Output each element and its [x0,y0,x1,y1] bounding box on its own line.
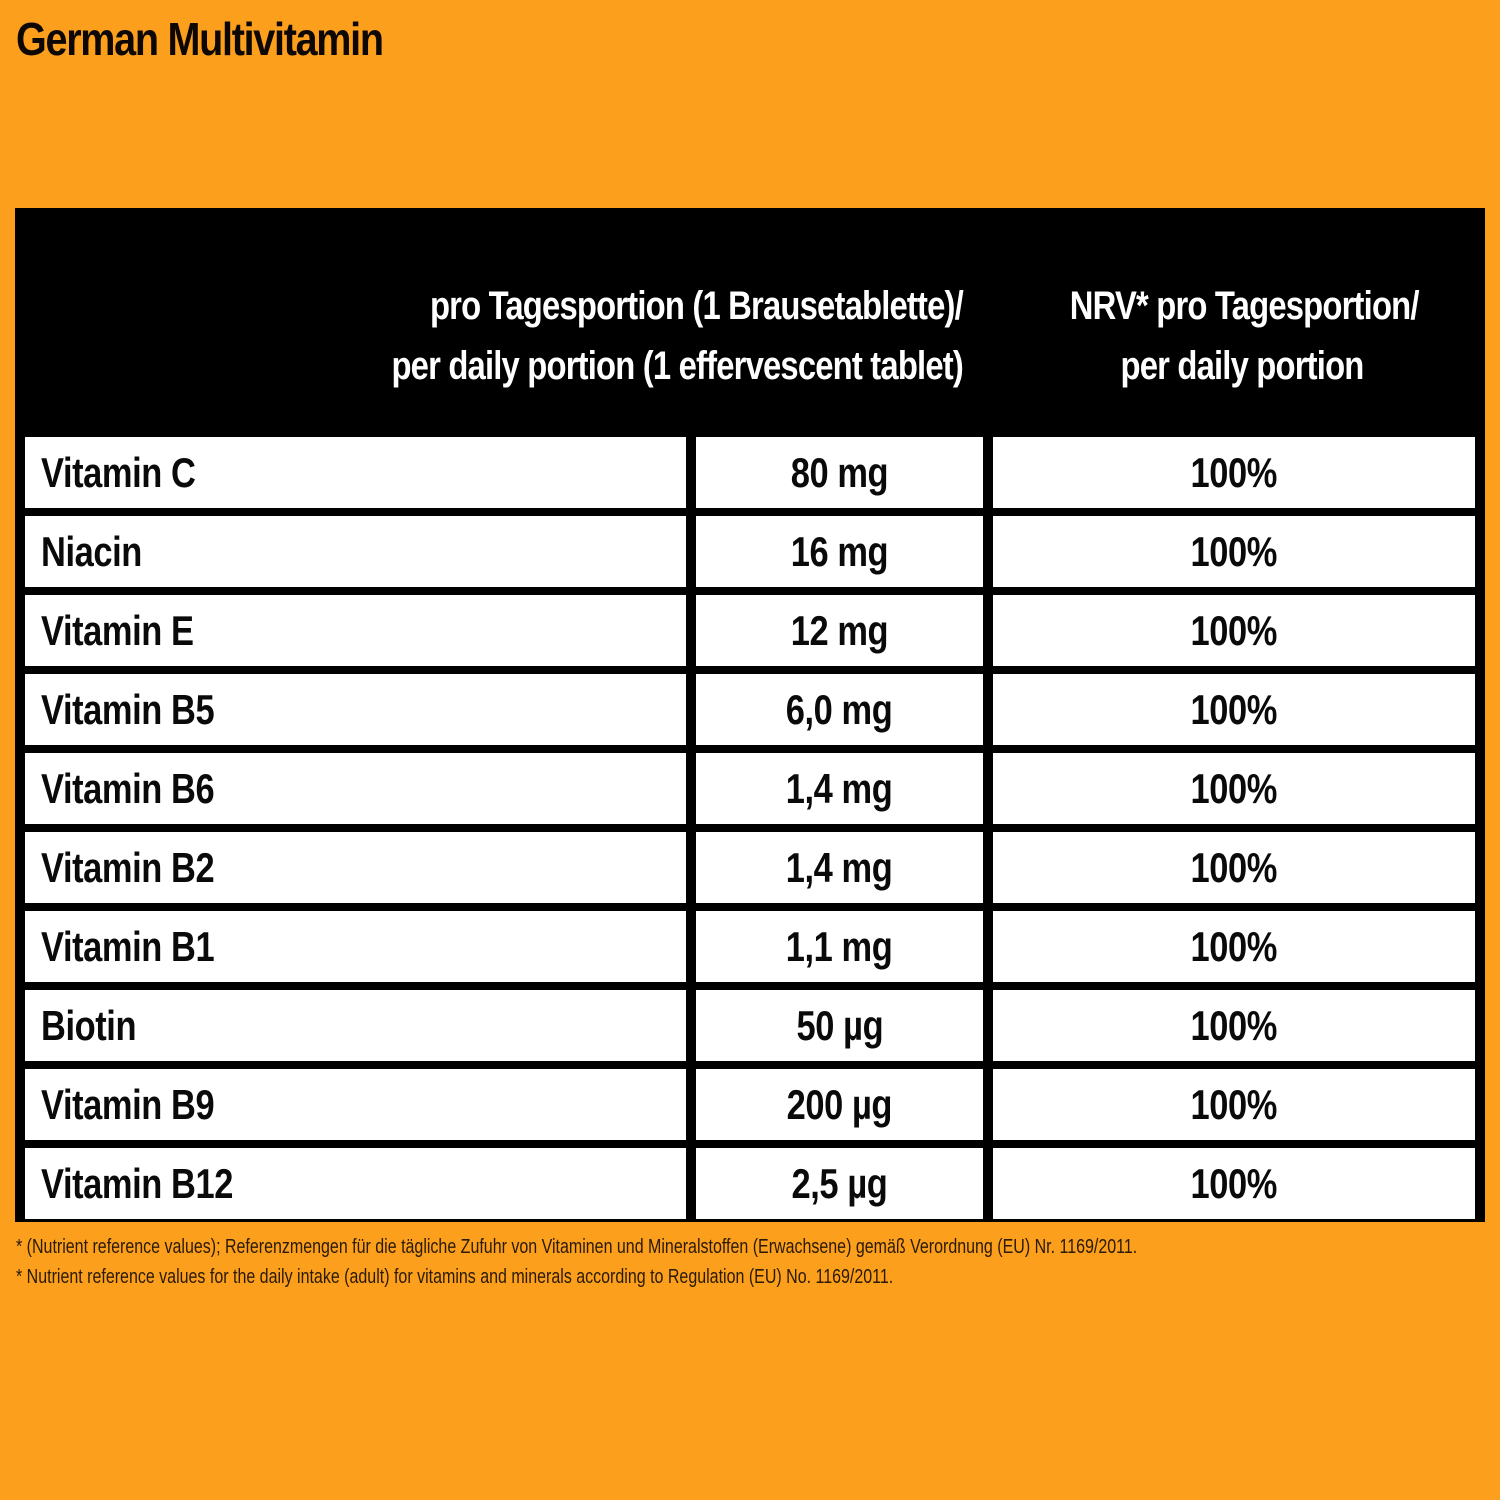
amount-value: 16 mg [790,527,889,575]
nutrient-name: Vitamin B6 [41,764,215,812]
amount-cell: 16 mg [696,516,983,587]
nutrient-name: Vitamin C [41,448,196,496]
amount-value: 80 mg [790,448,889,496]
header-amount-line2: per daily portion (1 effervescent tablet… [391,344,963,388]
amount-value: 1,4 mg [786,843,893,891]
amount-value: 2,5 µg [791,1159,888,1207]
nutrient-cell: Vitamin B5 [25,674,686,745]
nutrient-name: Vitamin E [41,606,194,654]
table-header: pro Tagesportion (1 Brausetablette)/ per… [15,208,1485,436]
nrv-cell: 100% [993,990,1475,1061]
amount-cell: 1,4 mg [696,753,983,824]
amount-value: 50 µg [796,1001,883,1049]
amount-cell: 200 µg [696,1069,983,1140]
amount-value: 200 µg [786,1080,893,1128]
amount-cell: 80 mg [696,437,983,508]
amount-cell: 6,0 mg [696,674,983,745]
nrv-cell: 100% [993,832,1475,903]
nutrient-cell: Vitamin B6 [25,753,686,824]
amount-cell: 1,1 mg [696,911,983,982]
amount-value: 1,1 mg [786,922,893,970]
nrv-cell: 100% [993,753,1475,824]
amount-cell: 2,5 µg [696,1148,983,1219]
nrv-value: 100% [1190,1080,1278,1128]
nutrient-cell: Vitamin B2 [25,832,686,903]
nrv-cell: 100% [993,911,1475,982]
nrv-value: 100% [1190,448,1278,496]
nrv-cell: 100% [993,595,1475,666]
nrv-value: 100% [1190,606,1278,654]
nutrient-name: Vitamin B12 [41,1159,234,1207]
header-nrv-line1: NRV* pro Tagesportion/ [1069,284,1420,328]
nrv-value: 100% [1190,764,1278,812]
header-amount-line1: pro Tagesportion (1 Brausetablette)/ [429,284,964,328]
nutrient-name: Vitamin B9 [41,1080,215,1128]
nutrition-table: pro Tagesportion (1 Brausetablette)/ per… [15,208,1485,1222]
nrv-cell: 100% [993,674,1475,745]
nrv-value: 100% [1190,1159,1278,1207]
nutrient-cell: Vitamin B12 [25,1148,686,1219]
nutrient-cell: Vitamin B9 [25,1069,686,1140]
nutrient-cell: Niacin [25,516,686,587]
amount-value: 1,4 mg [786,764,893,812]
header-nrv: NRV* pro Tagesportion/ per daily portion [1069,276,1420,396]
nrv-value: 100% [1190,527,1278,575]
nutrient-cell: Vitamin E [25,595,686,666]
amount-cell: 12 mg [696,595,983,666]
nutrient-name: Vitamin B2 [41,843,215,891]
amount-cell: 50 µg [696,990,983,1061]
nrv-value: 100% [1190,922,1278,970]
page-title: German Multivitamin [16,13,384,65]
nutrient-name: Vitamin B1 [41,922,215,970]
header-nrv-line2: per daily portion [1120,344,1364,388]
nutrient-name: Niacin [41,527,142,575]
header-amount: pro Tagesportion (1 Brausetablette)/ per… [391,276,963,396]
nrv-cell: 100% [993,1148,1475,1219]
nutrient-cell: Vitamin C [25,437,686,508]
nutrient-name: Vitamin B5 [41,685,215,733]
footnote-german: * (Nutrient reference values); Referenzm… [16,1236,1138,1258]
nrv-cell: 100% [993,1069,1475,1140]
amount-cell: 1,4 mg [696,832,983,903]
amount-value: 6,0 mg [786,685,893,733]
footnote-english: * Nutrient reference values for the dail… [16,1266,894,1288]
nrv-cell: 100% [993,437,1475,508]
nutrient-cell: Vitamin B1 [25,911,686,982]
nrv-cell: 100% [993,516,1475,587]
amount-value: 12 mg [790,606,889,654]
nrv-value: 100% [1190,843,1278,891]
nutrient-name: Biotin [41,1001,137,1049]
nrv-value: 100% [1190,1001,1278,1049]
nutrient-cell: Biotin [25,990,686,1061]
footnotes: * (Nutrient reference values); Referenzm… [16,1232,1417,1292]
nrv-value: 100% [1190,685,1278,733]
